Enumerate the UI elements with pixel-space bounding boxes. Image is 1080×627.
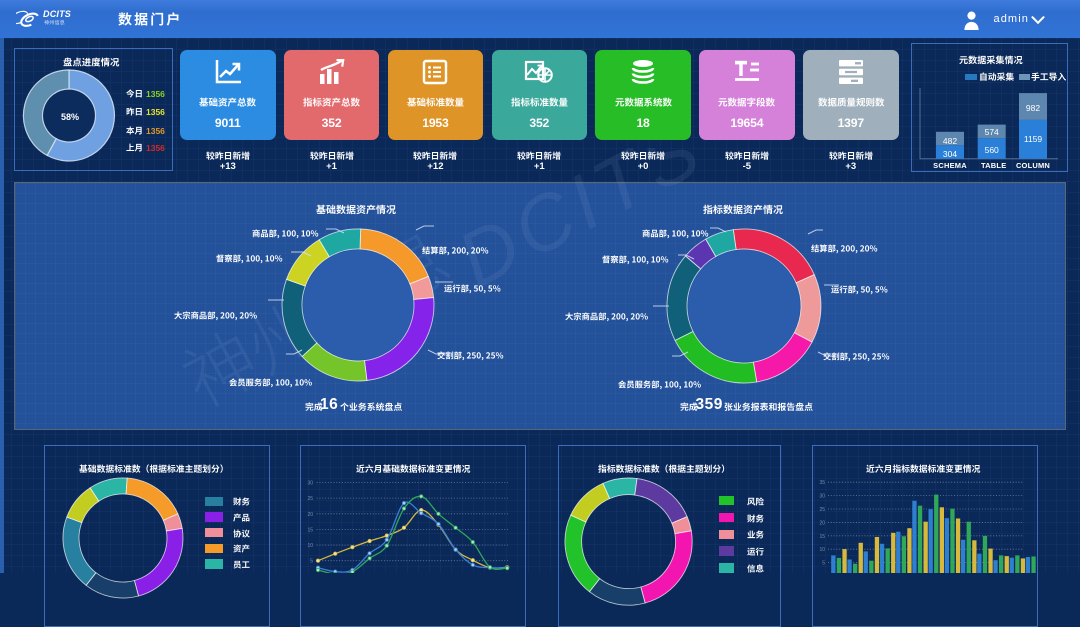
- svg-text:25: 25: [307, 496, 313, 502]
- svg-text:20: 20: [819, 520, 825, 526]
- svg-text:30: 30: [307, 481, 313, 487]
- svg-text:15: 15: [819, 534, 825, 540]
- svg-text:10: 10: [819, 547, 825, 553]
- svg-text:15: 15: [307, 527, 313, 533]
- svg-text:30: 30: [819, 494, 825, 500]
- svg-text:35: 35: [819, 480, 825, 486]
- svg-text:20: 20: [307, 512, 313, 518]
- svg-text:25: 25: [819, 507, 825, 513]
- svg-text:10: 10: [307, 543, 313, 549]
- svg-text:5: 5: [822, 561, 825, 567]
- svg-text:5: 5: [310, 559, 313, 565]
